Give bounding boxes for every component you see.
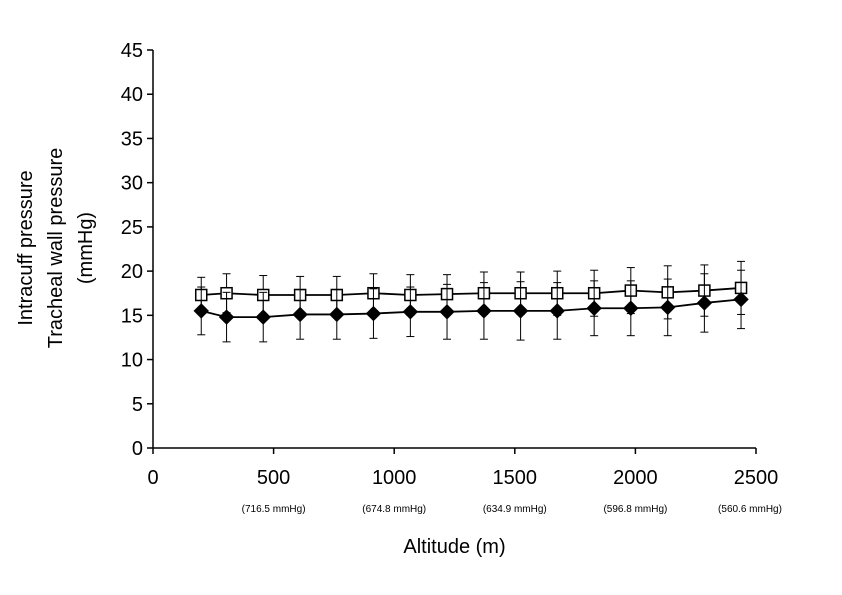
data-point-diamond bbox=[292, 306, 308, 323]
y-tick-label: 40 bbox=[121, 84, 143, 106]
y-tick-label: 20 bbox=[121, 261, 143, 283]
y-tick-label: 5 bbox=[132, 394, 143, 416]
ticks: 0 5 10 15 20 25 30 35 40 45 0 500 1000 1500 2000 2500 (7… bbox=[121, 40, 782, 515]
y-axis-title-line-3: (mmHg) bbox=[75, 212, 97, 284]
series-line bbox=[201, 287, 742, 296]
x-tick-label: 2000 bbox=[613, 467, 658, 489]
axes bbox=[152, 50, 756, 449]
y-tick-label: 30 bbox=[121, 173, 143, 195]
y-tick-label: 25 bbox=[121, 217, 143, 239]
y-tick-label: 35 bbox=[121, 128, 143, 150]
series-2 bbox=[193, 269, 749, 343]
y-tick-label: 10 bbox=[121, 350, 143, 372]
data-point-diamond bbox=[365, 305, 382, 322]
y-axis-title-line-1: Intracuff pressure bbox=[15, 170, 37, 325]
y-tick-label: 15 bbox=[121, 305, 143, 327]
data-point-diamond bbox=[733, 291, 749, 308]
x-tick-label: 1000 bbox=[372, 467, 417, 489]
x-tick-label: 0 bbox=[147, 467, 158, 489]
y-tick-label: 45 bbox=[121, 40, 143, 62]
x-tick-label: 2500 bbox=[734, 467, 779, 489]
x-tick-label: 1500 bbox=[493, 467, 538, 489]
data-point-diamond bbox=[329, 306, 345, 323]
y-axis-title: Intracuff pressure Tracheal wall pressur… bbox=[15, 148, 97, 348]
data-point-diamond bbox=[623, 300, 639, 316]
data-point-diamond bbox=[476, 303, 492, 319]
x-axis-title: Altitude (m) bbox=[403, 536, 505, 558]
data-point-diamond bbox=[218, 309, 235, 325]
x-tick-sublabel: (674.8 mmHg) bbox=[362, 504, 426, 515]
data-point-diamond bbox=[549, 303, 565, 319]
x-tick-label: 500 bbox=[257, 467, 290, 489]
data-point-diamond bbox=[402, 304, 419, 320]
x-tick-sublabel: (634.9 mmHg) bbox=[483, 504, 547, 515]
data-point-diamond bbox=[439, 304, 455, 320]
x-tick-sublabel: (596.8 mmHg) bbox=[603, 504, 667, 515]
data-point-diamond bbox=[586, 300, 602, 316]
y-axis-title-line-2: Tracheal wall pressure bbox=[45, 148, 67, 348]
data-point-diamond bbox=[255, 309, 271, 325]
x-tick-sublabel: (716.5 mmHg) bbox=[242, 504, 306, 515]
y-tick-label: 0 bbox=[132, 438, 143, 460]
data-point-diamond bbox=[660, 299, 676, 316]
data-point-diamond bbox=[696, 295, 713, 311]
x-tick-sublabel: (560.6 mmHg) bbox=[718, 504, 782, 515]
series-layer bbox=[193, 260, 749, 343]
data-point-diamond bbox=[193, 303, 209, 319]
series-line bbox=[201, 298, 742, 319]
data-point-diamond bbox=[512, 303, 529, 319]
